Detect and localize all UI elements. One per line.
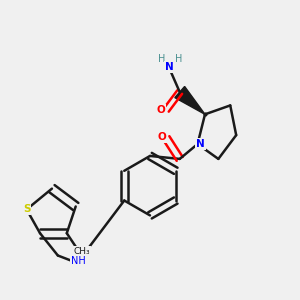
- Text: NH: NH: [71, 256, 86, 266]
- Text: O: O: [158, 132, 166, 142]
- Text: H: H: [158, 54, 166, 64]
- Text: H: H: [175, 54, 182, 64]
- Text: CH₃: CH₃: [73, 247, 90, 256]
- Text: O: O: [157, 105, 165, 115]
- Text: N: N: [196, 139, 205, 149]
- Polygon shape: [175, 86, 205, 114]
- Text: S: S: [23, 204, 30, 214]
- Text: N: N: [165, 62, 174, 72]
